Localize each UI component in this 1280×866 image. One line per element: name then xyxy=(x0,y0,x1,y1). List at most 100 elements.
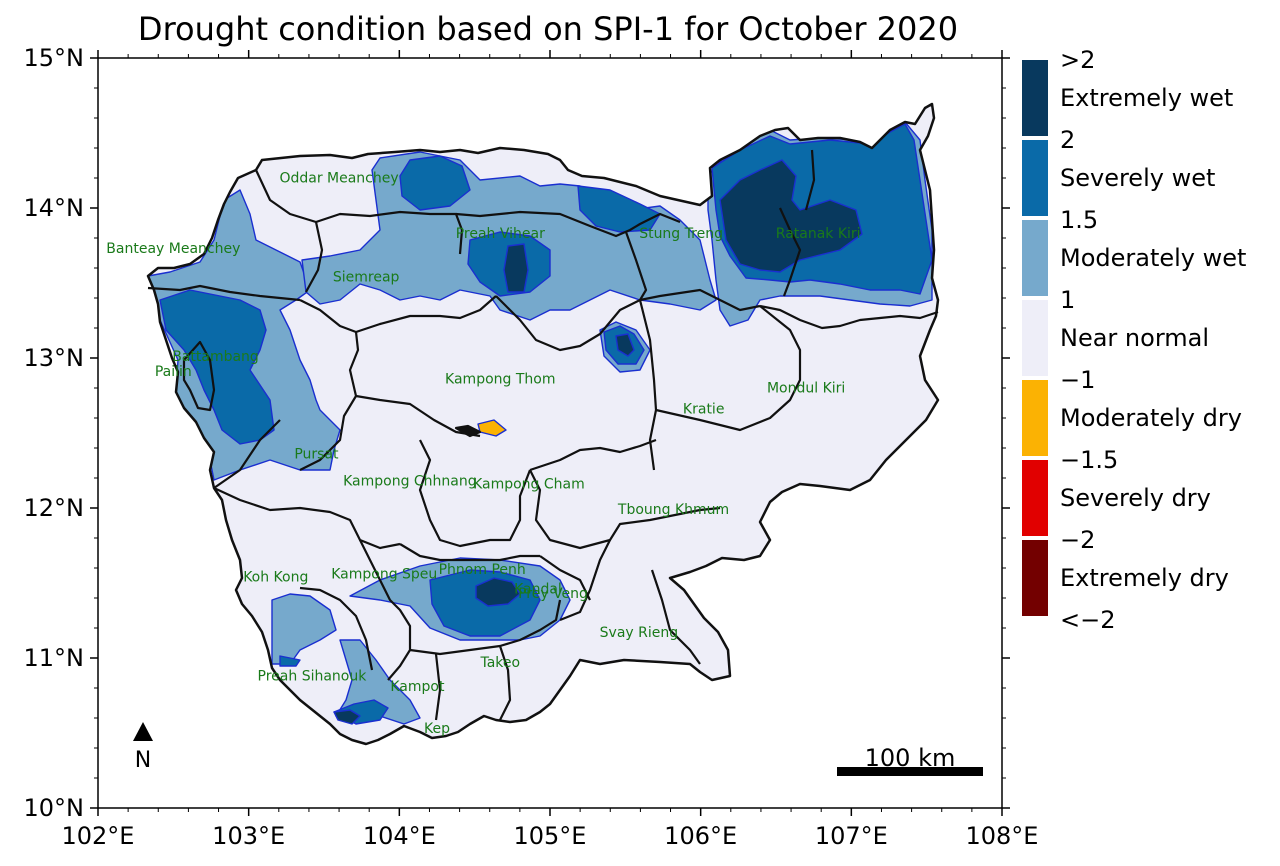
x-tick-label: 107°E xyxy=(815,822,888,850)
province-label: Kep xyxy=(424,721,450,737)
province-border xyxy=(455,210,681,238)
legend-threshold: 1 xyxy=(1060,286,1075,314)
province-label: Oddar Meanchey xyxy=(279,171,398,187)
zone-extremely-wet-preah-vihear xyxy=(503,243,529,293)
province-border xyxy=(778,207,802,297)
legend-swatch-moderately-wet xyxy=(1022,220,1048,296)
province-label: Preah Vihear xyxy=(456,226,545,242)
province-label: Tboung Khmum xyxy=(617,502,729,518)
province-border xyxy=(299,295,497,334)
x-tick-label: 106°E xyxy=(664,822,737,850)
province-label: Banteay Meanchey xyxy=(106,241,240,257)
legend-swatch-extremely-wet xyxy=(1022,60,1048,136)
province-border xyxy=(409,599,562,656)
province-label: Koh Kong xyxy=(243,570,308,586)
y-tick-label: 11°N xyxy=(24,644,85,672)
x-tick-label: 104°E xyxy=(363,822,436,850)
legend-threshold: >2 xyxy=(1060,46,1095,74)
province-boundaries xyxy=(147,149,939,721)
y-tick-label: 10°N xyxy=(24,794,85,822)
legend-category-label: Severely dry xyxy=(1060,484,1211,512)
scale-bar: 100 km xyxy=(837,744,983,776)
province-border xyxy=(213,419,281,489)
province-label: Siemreap xyxy=(333,270,400,286)
legend-threshold: 2 xyxy=(1060,126,1075,154)
x-tick-label: 103°E xyxy=(212,822,285,850)
province-border xyxy=(804,149,816,211)
province-border xyxy=(655,305,802,432)
province-border xyxy=(213,487,401,550)
province-border xyxy=(650,569,701,665)
axis-ticks: 102°E 103°E 104°E 105°E 106°E 107°E 108°E 15°N 1… xyxy=(24,44,1039,850)
zone-severely-wet-kohkong xyxy=(279,655,301,667)
legend-swatch-severely-dry xyxy=(1022,460,1048,536)
legend-category-label: Severely wet xyxy=(1060,164,1215,192)
province-border xyxy=(498,645,512,721)
province-label: Pailin xyxy=(155,364,192,380)
map-title: Drought condition based on SPI-1 for Oct… xyxy=(138,10,958,48)
province-border xyxy=(182,340,216,412)
legend-swatch-severely-wet xyxy=(1022,140,1048,216)
province-border xyxy=(299,331,360,471)
province-border xyxy=(559,539,611,622)
scale-bar-label: 100 km xyxy=(865,744,956,772)
province-label: Kampong Chhnang xyxy=(343,474,477,490)
zone-extremely-wet-phnom-penh xyxy=(475,577,521,607)
legend-threshold: −1.5 xyxy=(1060,446,1118,474)
zone-severely-wet-nw xyxy=(159,289,275,445)
x-tick-label: 102°E xyxy=(62,822,135,850)
province-labels: Oddar Meanchey Banteay Meanchey Preah Vihe… xyxy=(106,171,860,738)
province-border xyxy=(434,653,442,721)
north-arrow: N xyxy=(133,722,153,773)
province-border xyxy=(359,539,412,681)
y-tick-label: 15°N xyxy=(24,44,85,72)
province-border xyxy=(418,439,532,548)
north-arrow-label: N xyxy=(135,748,151,773)
x-tick-label: 105°E xyxy=(514,822,587,850)
province-label: Pursat xyxy=(294,447,339,463)
province-label: Kratie xyxy=(683,402,725,418)
zone-extremely-wet-ne xyxy=(719,159,863,273)
province-border xyxy=(624,231,648,301)
cambodia-outline xyxy=(146,102,940,746)
province-label: Prey Veng xyxy=(518,586,588,602)
province-border xyxy=(299,586,374,671)
province-border xyxy=(399,543,540,562)
legend-swatch-moderately-dry xyxy=(1022,380,1048,456)
province-border xyxy=(315,210,464,255)
province-label: Mondul Kiri xyxy=(767,381,845,397)
province-label: Preah Sihanouk xyxy=(258,669,368,685)
y-tick-label: 13°N xyxy=(24,344,85,372)
province-label: Kampong Speu xyxy=(331,567,437,583)
province-label: Kandal xyxy=(514,582,562,598)
legend-swatch-extremely-dry xyxy=(1022,540,1048,616)
legend-swatch-near-normal xyxy=(1022,300,1048,376)
province-border xyxy=(147,284,301,302)
tonle-sap-marker xyxy=(454,424,482,438)
legend: >2 Extremely wet 2 Severely wet 1.5 Moderatel… xyxy=(1022,46,1246,634)
zone-extremely-wet-kthom xyxy=(615,333,635,357)
y-tick-label: 14°N xyxy=(24,194,85,222)
province-border xyxy=(529,438,657,472)
province-label: Svay Rieng xyxy=(600,625,678,641)
legend-category-label: Moderately wet xyxy=(1060,244,1246,272)
province-label: Takeo xyxy=(479,655,520,671)
legend-category-label: Near normal xyxy=(1060,324,1209,352)
legend-threshold: 1.5 xyxy=(1060,206,1098,234)
zone-extremely-wet-sihanouk xyxy=(333,709,361,725)
province-label: Phnom Penh xyxy=(439,562,526,578)
zone-severely-wet-north-right xyxy=(577,185,661,233)
province-label: Ratanak Kiri xyxy=(776,226,861,242)
province-label: Kampot xyxy=(390,679,445,695)
legend-threshold: −1 xyxy=(1060,366,1095,394)
province-label: Stung Treng xyxy=(639,226,723,242)
province-border xyxy=(638,299,658,471)
scale-bar-rect xyxy=(837,767,983,776)
legend-category-label: Moderately dry xyxy=(1060,404,1242,432)
north-arrow-icon xyxy=(133,722,153,741)
province-label: Kampong Cham xyxy=(473,477,585,493)
zone-severely-wet-north-mid xyxy=(399,155,471,211)
legend-category-label: Extremely dry xyxy=(1060,564,1229,592)
legend-threshold: −2 xyxy=(1060,526,1095,554)
province-border xyxy=(539,555,591,601)
